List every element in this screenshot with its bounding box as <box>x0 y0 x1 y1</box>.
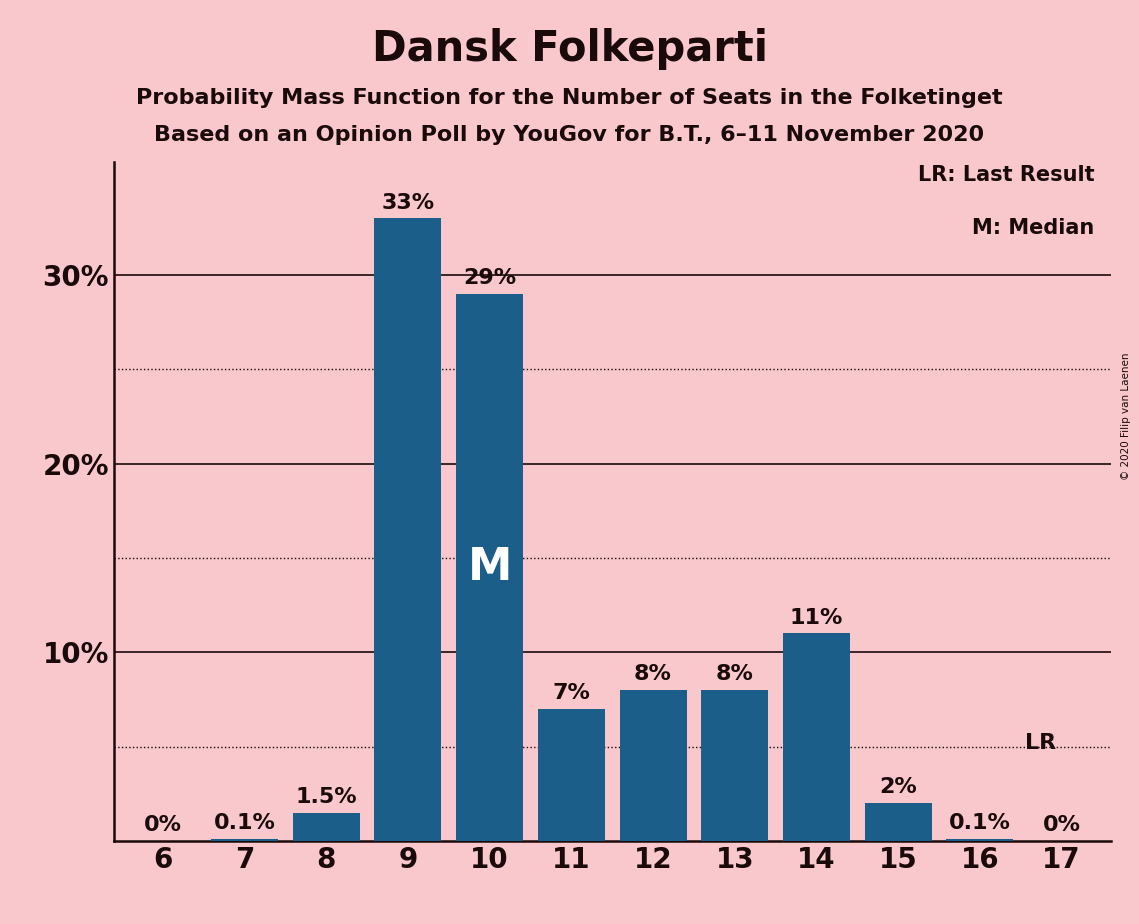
Text: M: Median: M: Median <box>972 218 1095 238</box>
Text: LR: LR <box>1025 733 1056 753</box>
Text: 7%: 7% <box>552 683 590 703</box>
Text: 11%: 11% <box>789 608 843 627</box>
Text: 1.5%: 1.5% <box>295 787 358 807</box>
Bar <box>865 803 932 841</box>
Text: Based on an Opinion Poll by YouGov for B.T., 6–11 November 2020: Based on an Opinion Poll by YouGov for B… <box>155 125 984 145</box>
Text: Dansk Folkeparti: Dansk Folkeparti <box>371 28 768 69</box>
Text: M: M <box>467 546 511 589</box>
Bar <box>211 839 278 841</box>
Text: 2%: 2% <box>879 777 917 797</box>
Text: © 2020 Filip van Laenen: © 2020 Filip van Laenen <box>1121 352 1131 480</box>
Bar <box>947 839 1014 841</box>
Text: 0%: 0% <box>144 815 182 835</box>
Text: 0.1%: 0.1% <box>214 813 276 833</box>
Bar <box>782 633 850 841</box>
Text: 29%: 29% <box>464 268 516 288</box>
Bar <box>538 709 605 841</box>
Text: LR: Last Result: LR: Last Result <box>918 165 1095 186</box>
Bar <box>457 294 523 841</box>
Text: 8%: 8% <box>715 664 754 685</box>
Bar <box>375 218 442 841</box>
Text: Probability Mass Function for the Number of Seats in the Folketinget: Probability Mass Function for the Number… <box>137 88 1002 108</box>
Text: 8%: 8% <box>634 664 672 685</box>
Text: 0%: 0% <box>1042 815 1081 835</box>
Text: 33%: 33% <box>382 192 435 213</box>
Text: 0.1%: 0.1% <box>949 813 1010 833</box>
Bar <box>293 812 360 841</box>
Bar <box>620 690 687 841</box>
Bar <box>702 690 768 841</box>
